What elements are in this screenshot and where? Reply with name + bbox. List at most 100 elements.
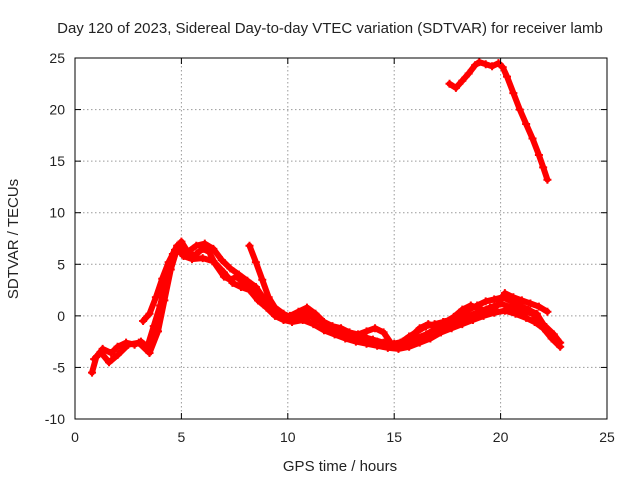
data-point bbox=[458, 76, 467, 85]
data-point bbox=[319, 326, 328, 335]
data-point bbox=[534, 150, 543, 159]
data-point bbox=[245, 286, 254, 295]
data-point bbox=[522, 120, 531, 129]
data-point bbox=[145, 309, 154, 318]
y-tick-label: 15 bbox=[49, 153, 65, 169]
data-point bbox=[113, 342, 122, 351]
data-point bbox=[158, 274, 167, 283]
data-point bbox=[243, 276, 252, 285]
data-point bbox=[468, 315, 477, 324]
data-point bbox=[153, 327, 162, 336]
data-point bbox=[251, 258, 260, 267]
data-point bbox=[509, 293, 518, 302]
data-point bbox=[524, 305, 533, 314]
data-point bbox=[432, 322, 441, 331]
data-point bbox=[271, 303, 280, 312]
data-point bbox=[134, 338, 143, 347]
data-point bbox=[390, 339, 399, 348]
data-point bbox=[322, 320, 331, 329]
data-point bbox=[426, 334, 435, 343]
data-point bbox=[415, 324, 424, 333]
data-point bbox=[500, 306, 509, 315]
data-point bbox=[371, 324, 380, 333]
data-point bbox=[407, 332, 416, 341]
data-point bbox=[217, 256, 226, 265]
data-point bbox=[509, 89, 518, 98]
data-point bbox=[492, 302, 501, 311]
data-point bbox=[364, 336, 373, 345]
data-point bbox=[466, 301, 475, 310]
data-point bbox=[517, 296, 526, 305]
data-point bbox=[305, 308, 314, 317]
data-point bbox=[483, 307, 492, 316]
x-tick-label: 0 bbox=[71, 429, 79, 445]
data-point bbox=[398, 337, 407, 346]
data-point bbox=[449, 312, 458, 321]
data-point bbox=[481, 297, 490, 306]
data-point bbox=[381, 338, 390, 347]
data-point bbox=[471, 61, 480, 70]
ticks: 0 5 10 15 20 25 -10 -5 0 5 10 15 20 25 bbox=[45, 50, 615, 445]
data-point bbox=[192, 241, 201, 250]
data-point bbox=[160, 296, 169, 305]
data-point bbox=[296, 311, 305, 320]
data-point bbox=[475, 304, 484, 313]
y-tick-label: 20 bbox=[49, 102, 65, 118]
data-point bbox=[302, 303, 311, 312]
data-point bbox=[500, 289, 509, 298]
data-point bbox=[528, 134, 537, 143]
data-point bbox=[494, 59, 503, 68]
x-tick-label: 10 bbox=[280, 429, 296, 445]
data-point bbox=[488, 62, 497, 71]
data-point bbox=[530, 318, 539, 327]
data-point bbox=[139, 317, 148, 326]
data-point bbox=[228, 278, 237, 287]
data-point bbox=[543, 307, 552, 316]
data-point bbox=[330, 324, 339, 333]
data-point bbox=[379, 328, 388, 337]
data-point bbox=[209, 257, 218, 266]
data-point bbox=[373, 337, 382, 346]
series-line-track-5 bbox=[446, 59, 551, 183]
y-tick-label: 25 bbox=[49, 50, 65, 66]
data-point bbox=[490, 295, 499, 304]
data-point bbox=[113, 351, 122, 360]
data-point bbox=[458, 305, 467, 314]
y-axis-title: SDTVAR / TECUs bbox=[5, 179, 22, 299]
data-point bbox=[347, 330, 356, 339]
data-point bbox=[464, 69, 473, 78]
data-point bbox=[251, 282, 260, 291]
data-point bbox=[424, 320, 433, 329]
y-tick-label: 5 bbox=[57, 256, 65, 272]
data-point bbox=[547, 334, 556, 343]
data-point bbox=[245, 241, 254, 250]
data-point bbox=[556, 342, 565, 351]
data-point bbox=[362, 327, 371, 336]
x-tick-label: 20 bbox=[493, 429, 509, 445]
data-point bbox=[539, 163, 548, 172]
data-point bbox=[543, 175, 552, 184]
data-point bbox=[288, 313, 297, 322]
data-point bbox=[88, 368, 97, 377]
data-point bbox=[498, 63, 507, 72]
data-point bbox=[179, 252, 188, 261]
data-point bbox=[534, 302, 543, 311]
x-axis-title: GPS time / hours bbox=[283, 458, 397, 475]
data-point bbox=[209, 244, 218, 253]
data-point bbox=[107, 348, 116, 357]
data-point bbox=[90, 355, 99, 364]
data-point bbox=[515, 105, 524, 114]
data-point bbox=[171, 245, 180, 254]
data-point bbox=[258, 275, 267, 284]
data-point bbox=[313, 314, 322, 323]
data-point bbox=[183, 247, 192, 256]
data-point bbox=[198, 254, 207, 263]
data-point bbox=[532, 309, 541, 318]
data-point bbox=[481, 60, 490, 69]
data-point bbox=[188, 255, 197, 264]
data-point bbox=[539, 320, 548, 329]
data-point bbox=[219, 268, 228, 277]
data-point bbox=[96, 347, 105, 356]
